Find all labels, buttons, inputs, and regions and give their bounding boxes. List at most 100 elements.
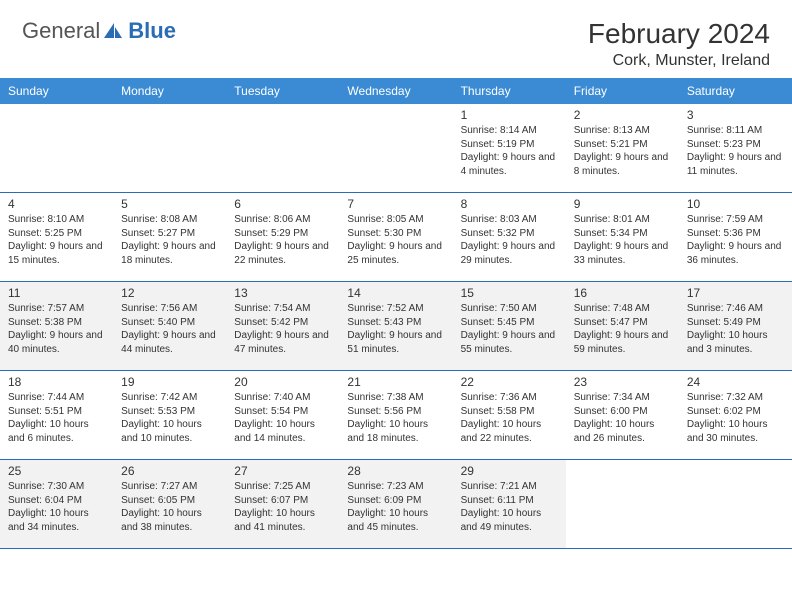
day-info: Sunrise: 7:46 AMSunset: 5:49 PMDaylight:… xyxy=(687,302,786,356)
day-cell: 17 Sunrise: 7:46 AMSunset: 5:49 PMDayligh… xyxy=(679,282,792,370)
day-info: Sunrise: 7:27 AMSunset: 6:05 PMDaylight:… xyxy=(121,480,220,534)
day-cell: 18 Sunrise: 7:44 AMSunset: 5:51 PMDayligh… xyxy=(0,371,113,459)
day-cell: 25 Sunrise: 7:30 AMSunset: 6:04 PMDayligh… xyxy=(0,460,113,548)
day-cell: 6Sunrise: 8:06 AMSunset: 5:29 PMDaylight… xyxy=(226,193,339,281)
day-info: Sunrise: 7:44 AMSunset: 5:51 PMDaylight:… xyxy=(8,391,107,445)
empty-cell xyxy=(226,104,339,192)
day-number: 22 xyxy=(461,375,560,389)
day-cell: 20 Sunrise: 7:40 AMSunset: 5:54 PMDayligh… xyxy=(226,371,339,459)
day-number: 17 xyxy=(687,286,786,300)
day-cell: 3Sunrise: 8:11 AMSunset: 5:23 PMDaylight… xyxy=(679,104,792,192)
day-info: Sunrise: 7:21 AMSunset: 6:11 PMDaylight:… xyxy=(461,480,560,534)
day-cell: 8Sunrise: 8:03 AMSunset: 5:32 PMDaylight… xyxy=(453,193,566,281)
day-cell: 24Sunrise: 7:32 AMSunset: 6:02 PMDayligh… xyxy=(679,371,792,459)
empty-cell xyxy=(679,460,792,548)
day-info: Sunrise: 7:36 AMSunset: 5:58 PMDaylight:… xyxy=(461,391,560,445)
day-header: Monday xyxy=(113,78,226,104)
logo: General Blue xyxy=(22,18,176,44)
day-info: Sunrise: 7:48 AMSunset: 5:47 PMDaylight:… xyxy=(574,302,673,356)
day-cell: 23 Sunrise: 7:34 AMSunset: 6:00 PMDayligh… xyxy=(566,371,679,459)
day-number: 9 xyxy=(574,197,673,211)
day-info: Sunrise: 7:56 AMSunset: 5:40 PMDaylight:… xyxy=(121,302,220,356)
day-number: 15 xyxy=(461,286,560,300)
day-number: 4 xyxy=(8,197,107,211)
header: General Blue February 2024 Cork, Munster… xyxy=(0,0,792,78)
day-cell: 13 Sunrise: 7:54 AMSunset: 5:42 PMDayligh… xyxy=(226,282,339,370)
day-number: 12 xyxy=(121,286,220,300)
day-info: Sunrise: 7:32 AMSunset: 6:02 PMDaylight:… xyxy=(687,391,786,445)
day-info: Sunrise: 8:06 AMSunset: 5:29 PMDaylight:… xyxy=(234,213,333,267)
day-info: Sunrise: 7:34 AMSunset: 6:00 PMDaylight:… xyxy=(574,391,673,445)
day-number: 28 xyxy=(347,464,446,478)
day-cell: 15 Sunrise: 7:50 AMSunset: 5:45 PMDayligh… xyxy=(453,282,566,370)
day-header: Wednesday xyxy=(339,78,452,104)
day-number: 1 xyxy=(461,108,560,122)
day-cell: 11 Sunrise: 7:57 AMSunset: 5:38 PMDayligh… xyxy=(0,282,113,370)
empty-cell xyxy=(566,460,679,548)
day-info: Sunrise: 8:05 AMSunset: 5:30 PMDaylight:… xyxy=(347,213,446,267)
day-number: 5 xyxy=(121,197,220,211)
day-number: 19 xyxy=(121,375,220,389)
day-cell: 14 Sunrise: 7:52 AMSunset: 5:43 PMDayligh… xyxy=(339,282,452,370)
day-number: 2 xyxy=(574,108,673,122)
day-info: Sunrise: 8:01 AMSunset: 5:34 PMDaylight:… xyxy=(574,213,673,267)
logo-sail-icon xyxy=(102,21,126,41)
week-row: 18 Sunrise: 7:44 AMSunset: 5:51 PMDayligh… xyxy=(0,371,792,460)
day-info: Sunrise: 8:08 AMSunset: 5:27 PMDaylight:… xyxy=(121,213,220,267)
day-info: Sunrise: 7:57 AMSunset: 5:38 PMDaylight:… xyxy=(8,302,107,356)
day-header: Saturday xyxy=(679,78,792,104)
day-cell: 7 Sunrise: 8:05 AMSunset: 5:30 PMDaylight… xyxy=(339,193,452,281)
day-number: 16 xyxy=(574,286,673,300)
day-number: 23 xyxy=(574,375,673,389)
logo-text-blue: Blue xyxy=(128,18,176,44)
day-info: Sunrise: 7:42 AMSunset: 5:53 PMDaylight:… xyxy=(121,391,220,445)
day-header: Sunday xyxy=(0,78,113,104)
day-cell: 27 Sunrise: 7:25 AMSunset: 6:07 PMDayligh… xyxy=(226,460,339,548)
day-number: 13 xyxy=(234,286,333,300)
day-number: 21 xyxy=(347,375,446,389)
day-cell: 4 Sunrise: 8:10 AMSunset: 5:25 PMDaylight… xyxy=(0,193,113,281)
day-number: 10 xyxy=(687,197,786,211)
day-number: 18 xyxy=(8,375,107,389)
day-header: Tuesday xyxy=(226,78,339,104)
day-cell: 12 Sunrise: 7:56 AMSunset: 5:40 PMDayligh… xyxy=(113,282,226,370)
day-info: Sunrise: 7:30 AMSunset: 6:04 PMDaylight:… xyxy=(8,480,107,534)
day-info: Sunrise: 7:23 AMSunset: 6:09 PMDaylight:… xyxy=(347,480,446,534)
day-info: Sunrise: 8:14 AMSunset: 5:19 PMDaylight:… xyxy=(461,124,560,178)
day-number: 14 xyxy=(347,286,446,300)
day-info: Sunrise: 7:50 AMSunset: 5:45 PMDaylight:… xyxy=(461,302,560,356)
day-number: 7 xyxy=(347,197,446,211)
month-title: February 2024 xyxy=(588,18,770,50)
day-info: Sunrise: 7:59 AMSunset: 5:36 PMDaylight:… xyxy=(687,213,786,267)
day-cell: 29 Sunrise: 7:21 AMSunset: 6:11 PMDayligh… xyxy=(453,460,566,548)
day-number: 20 xyxy=(234,375,333,389)
week-row: 1 Sunrise: 8:14 AMSunset: 5:19 PMDaylight… xyxy=(0,104,792,193)
day-cell: 28 Sunrise: 7:23 AMSunset: 6:09 PMDayligh… xyxy=(339,460,452,548)
empty-cell xyxy=(0,104,113,192)
day-info: Sunrise: 8:11 AMSunset: 5:23 PMDaylight:… xyxy=(687,124,786,178)
week-row: 11 Sunrise: 7:57 AMSunset: 5:38 PMDayligh… xyxy=(0,282,792,371)
day-info: Sunrise: 7:52 AMSunset: 5:43 PMDaylight:… xyxy=(347,302,446,356)
logo-text-general: General xyxy=(22,18,100,44)
day-number: 8 xyxy=(461,197,560,211)
day-info: Sunrise: 8:10 AMSunset: 5:25 PMDaylight:… xyxy=(8,213,107,267)
day-cell: 10 Sunrise: 7:59 AMSunset: 5:36 PMDayligh… xyxy=(679,193,792,281)
day-number: 27 xyxy=(234,464,333,478)
day-info: Sunrise: 7:25 AMSunset: 6:07 PMDaylight:… xyxy=(234,480,333,534)
title-block: February 2024 Cork, Munster, Ireland xyxy=(588,18,770,70)
day-number: 29 xyxy=(461,464,560,478)
empty-cell xyxy=(113,104,226,192)
day-number: 11 xyxy=(8,286,107,300)
empty-cell xyxy=(339,104,452,192)
week-row: 4 Sunrise: 8:10 AMSunset: 5:25 PMDaylight… xyxy=(0,193,792,282)
day-cell: 22 Sunrise: 7:36 AMSunset: 5:58 PMDayligh… xyxy=(453,371,566,459)
day-header: Friday xyxy=(566,78,679,104)
day-number: 26 xyxy=(121,464,220,478)
location: Cork, Munster, Ireland xyxy=(588,52,770,70)
day-info: Sunrise: 7:54 AMSunset: 5:42 PMDaylight:… xyxy=(234,302,333,356)
week-row: 25 Sunrise: 7:30 AMSunset: 6:04 PMDayligh… xyxy=(0,460,792,549)
day-cell: 16 Sunrise: 7:48 AMSunset: 5:47 PMDayligh… xyxy=(566,282,679,370)
day-cell: 19 Sunrise: 7:42 AMSunset: 5:53 PMDayligh… xyxy=(113,371,226,459)
day-info: Sunrise: 7:40 AMSunset: 5:54 PMDaylight:… xyxy=(234,391,333,445)
day-number: 25 xyxy=(8,464,107,478)
